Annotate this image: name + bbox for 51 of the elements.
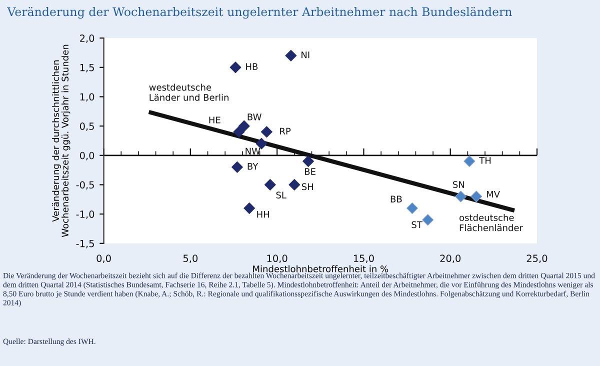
y-tick-label: -0,5 xyxy=(76,181,94,190)
annotation: SH xyxy=(302,183,313,190)
chart-title: Veränderung der Wochenarbeitszeit ungelernter Arbeitnehmer nach Bundesländern xyxy=(7,6,512,19)
x-tick-label: 10,0 xyxy=(267,254,288,264)
x-tick-label: 15,0 xyxy=(354,254,374,264)
series-label: ostdeutsche Flächenländer xyxy=(460,214,523,232)
point xyxy=(231,161,243,173)
annotation: NW xyxy=(246,148,260,154)
point xyxy=(406,202,418,214)
x-tick-label: 0,0 xyxy=(96,254,111,264)
y-tick-label: 0,0 xyxy=(80,152,94,160)
x-tick-label: 5,0 xyxy=(183,254,198,264)
annotation: SN xyxy=(453,181,464,188)
point xyxy=(264,178,276,190)
annotation: MV xyxy=(486,190,500,198)
annotation: RP xyxy=(280,128,291,134)
annotation: ST xyxy=(412,221,422,228)
y-tick-label: 1,0 xyxy=(80,93,94,102)
point xyxy=(464,156,476,167)
annotation: HE xyxy=(209,116,220,124)
series-label: westdeutsche Länder und Berlin xyxy=(149,84,228,101)
point xyxy=(238,120,250,132)
point xyxy=(422,214,434,226)
annotation: HB xyxy=(246,63,258,70)
annotation: BB xyxy=(390,196,402,202)
point xyxy=(260,126,272,138)
point xyxy=(285,50,297,62)
point xyxy=(455,190,466,202)
annotation: BW xyxy=(248,114,262,120)
annotation: SL xyxy=(276,192,286,198)
annotation: BE xyxy=(304,168,316,175)
y-tick-label: 0,5 xyxy=(80,122,94,131)
y-tick-label: -1,5 xyxy=(76,240,94,248)
point xyxy=(302,156,314,167)
point xyxy=(288,178,300,190)
point xyxy=(230,62,242,74)
annotation: HH xyxy=(257,211,269,218)
point xyxy=(470,190,482,202)
y-tick-label: -1,0 xyxy=(76,210,94,219)
annotation: TH xyxy=(479,157,491,164)
point xyxy=(244,202,256,214)
point xyxy=(233,126,245,138)
x-tick-label: 25,0 xyxy=(526,254,548,264)
annotation: NI xyxy=(302,52,310,58)
y-tick-label: 1,5 xyxy=(80,64,94,72)
y-tick-label: 2,0 xyxy=(80,34,94,43)
annotation: BY xyxy=(248,163,258,170)
point xyxy=(256,138,268,150)
x-axis-title: Mindestlohnbetroffenheit in % xyxy=(253,265,388,272)
x-tick-label: 20,0 xyxy=(440,254,461,264)
y-axis-title: Veränderung der durchschnittlichen Wochenarbeitszeit ggü. Vorjahr in Stunden xyxy=(52,44,70,238)
